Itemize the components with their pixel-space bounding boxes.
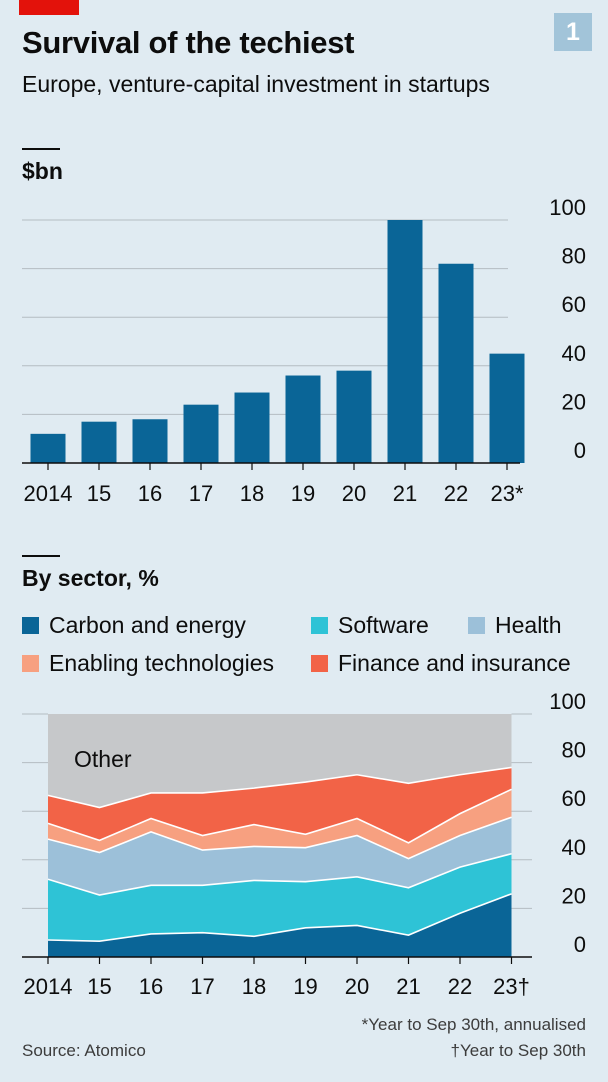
- legend-swatch: [468, 617, 485, 634]
- legend-enabling-technologies: Enabling technologies: [22, 650, 274, 677]
- footnote-year-to-sep: †Year to Sep 30th: [450, 1041, 587, 1060]
- area-x-tick-label: 15: [87, 974, 111, 999]
- bar-15: [81, 421, 117, 463]
- footnote-annualised: *Year to Sep 30th, annualised: [361, 1015, 586, 1034]
- bar-17: [183, 404, 219, 463]
- area-y-tick-label: 20: [562, 883, 586, 908]
- legend-label: Carbon and energy: [49, 612, 246, 638]
- bar-x-tick-label: 19: [291, 481, 315, 506]
- bar-chart-unit-label: $bn: [22, 158, 63, 184]
- bar-y-tick-label: 80: [562, 244, 586, 269]
- bar-21: [387, 220, 423, 463]
- area-software: [48, 853, 512, 942]
- bar-18: [234, 392, 270, 463]
- bar-x-tick-label: 20: [342, 481, 366, 506]
- bar-20: [336, 370, 372, 463]
- brand-tag: [19, 0, 79, 15]
- area-x-tick-label: 16: [139, 974, 163, 999]
- bar-x-tick-label: 17: [189, 481, 213, 506]
- area-x-tick-label: 20: [345, 974, 369, 999]
- area-y-tick-label: 0: [574, 932, 586, 957]
- chart-title: Survival of the techiest: [22, 25, 355, 60]
- bar-chart: 0 20 40 60 80 100 2014 15 16 17 18 19 20 21 22 23*: [22, 195, 586, 506]
- area-y-tick-label: 60: [562, 786, 586, 811]
- area-x-tick-label: 21: [396, 974, 420, 999]
- area-enabling-technologies: [48, 789, 512, 859]
- bar-x-tick-label: 22: [444, 481, 468, 506]
- area-y-tick-label: 40: [562, 835, 586, 860]
- legend-finance-and-insurance: Finance and insurance: [311, 650, 571, 677]
- bar-y-tick-label: 0: [574, 438, 586, 463]
- area-carbon-and-energy: [48, 893, 512, 957]
- bar-y-tick-label: 60: [562, 292, 586, 317]
- area-other: [48, 714, 512, 808]
- area-x-tick-label: 17: [190, 974, 214, 999]
- area-y-tick-label: 100: [549, 689, 586, 714]
- bar-2014: [30, 433, 66, 463]
- legend-software: Software: [311, 612, 429, 639]
- bar-x-tick-label: 2014: [24, 481, 73, 506]
- bar-x-tick-label: 15: [87, 481, 111, 506]
- area-x-tick-label: 2014: [24, 974, 73, 999]
- bar-x-tick-label: 18: [240, 481, 264, 506]
- area-x-tick-label: 18: [242, 974, 266, 999]
- section-rule-top: [22, 148, 60, 150]
- area-boundary-line: [47, 852, 512, 896]
- bar-x-tick-label: 23*: [490, 481, 523, 506]
- legend-label: Enabling technologies: [49, 650, 275, 676]
- legend-swatch: [311, 617, 328, 634]
- legend-swatch: [311, 655, 328, 672]
- other-area-label: Other: [74, 746, 132, 772]
- area-y-tick-label: 80: [562, 738, 586, 763]
- legend-label: Software: [338, 612, 429, 638]
- area-x-tick-label: 23†: [493, 974, 530, 999]
- area-boundary-line: [47, 816, 512, 860]
- legend-carbon-and-energy: Carbon and energy: [22, 612, 246, 639]
- bar-x-tick-label: 21: [393, 481, 417, 506]
- area-x-tick-label: 22: [448, 974, 472, 999]
- source-note: Source: Atomico: [22, 1041, 146, 1060]
- bar-16: [132, 419, 168, 463]
- area-x-tick-label: 19: [293, 974, 317, 999]
- bar-y-tick-label: 20: [562, 389, 586, 414]
- bar-22: [438, 263, 474, 463]
- chart-number-badge: 1: [554, 13, 592, 51]
- bar-x-tick-label: 16: [138, 481, 162, 506]
- legend-health: Health: [468, 612, 561, 639]
- area-finance-and-insurance: [48, 767, 512, 843]
- area-chart-label: By sector, %: [22, 565, 159, 591]
- bar-19: [285, 375, 321, 463]
- legend-label: Health: [495, 612, 562, 638]
- legend-swatch: [22, 655, 39, 672]
- bar-y-tick-label: 40: [562, 341, 586, 366]
- bar-23*: [489, 353, 525, 463]
- area-boundary-line: [47, 893, 512, 943]
- legend-label: Finance and insurance: [338, 650, 571, 676]
- area-boundary-line: [47, 766, 512, 809]
- area-chart: 0 20 40 60 80 100 2014 15 16 17 18 19 20 21 22 23† Other: [22, 689, 586, 999]
- legend-swatch: [22, 617, 39, 634]
- section-rule-bottom: [22, 555, 60, 557]
- area-boundary-line: [47, 788, 512, 844]
- chart-subtitle: Europe, venture-capital investment in st…: [22, 71, 490, 97]
- bar-y-tick-label: 100: [549, 195, 586, 220]
